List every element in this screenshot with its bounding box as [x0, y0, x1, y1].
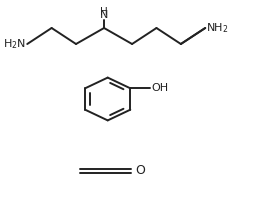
Text: H: H	[100, 7, 108, 17]
Text: O: O	[135, 164, 145, 178]
Text: NH$_2$: NH$_2$	[207, 21, 229, 35]
Text: N: N	[100, 10, 108, 20]
Text: H$_2$N: H$_2$N	[3, 37, 26, 51]
Text: OH: OH	[152, 83, 169, 93]
